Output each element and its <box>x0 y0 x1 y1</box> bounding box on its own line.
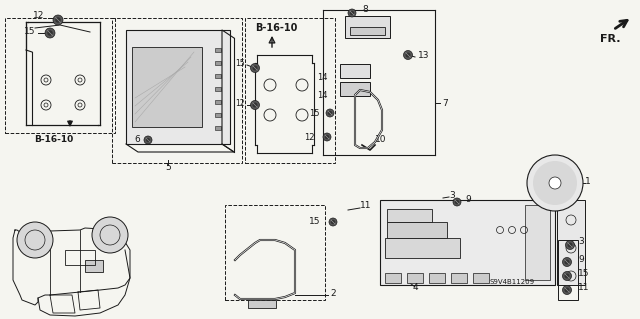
Circle shape <box>144 136 152 144</box>
Circle shape <box>250 63 259 72</box>
Text: 1: 1 <box>585 176 591 186</box>
Text: 12: 12 <box>305 132 315 142</box>
Text: B-16-10: B-16-10 <box>35 136 74 145</box>
Text: 15: 15 <box>310 108 320 117</box>
Bar <box>215 113 221 117</box>
Bar <box>473 273 489 283</box>
Circle shape <box>17 222 53 258</box>
Text: 6: 6 <box>134 136 140 145</box>
Circle shape <box>549 177 561 189</box>
Text: 2: 2 <box>330 290 335 299</box>
Bar <box>387 222 447 238</box>
Bar <box>126 30 230 144</box>
Bar <box>557 200 585 285</box>
Circle shape <box>564 273 570 278</box>
Bar <box>387 209 432 222</box>
Circle shape <box>331 220 335 224</box>
Text: 15: 15 <box>578 270 589 278</box>
Circle shape <box>568 242 572 248</box>
Circle shape <box>403 50 413 60</box>
Circle shape <box>563 271 572 280</box>
Circle shape <box>146 138 150 142</box>
Text: 5: 5 <box>165 164 171 173</box>
Circle shape <box>350 11 354 15</box>
Text: 9: 9 <box>578 256 584 264</box>
Bar <box>65 250 95 265</box>
Bar <box>112 18 242 163</box>
Bar <box>245 18 335 163</box>
Bar <box>132 47 202 127</box>
Bar <box>407 273 423 283</box>
Circle shape <box>564 260 570 264</box>
Circle shape <box>326 109 334 117</box>
Bar <box>5 18 115 133</box>
Text: 11: 11 <box>578 284 589 293</box>
Bar <box>525 205 550 280</box>
Bar <box>225 205 325 300</box>
Text: FR.: FR. <box>600 34 621 44</box>
Text: 7: 7 <box>442 99 448 108</box>
Bar <box>215 100 221 104</box>
Bar <box>215 61 221 65</box>
Bar <box>429 273 445 283</box>
Circle shape <box>406 53 410 57</box>
Bar <box>340 82 370 96</box>
Circle shape <box>564 287 570 293</box>
Circle shape <box>253 102 257 108</box>
Circle shape <box>55 17 61 23</box>
Bar <box>215 87 221 91</box>
Circle shape <box>323 133 331 141</box>
Text: 11: 11 <box>360 201 371 210</box>
Text: 15: 15 <box>236 58 245 68</box>
Bar <box>380 200 555 285</box>
Bar <box>385 273 401 283</box>
Circle shape <box>253 65 257 70</box>
Circle shape <box>92 217 128 253</box>
Text: B-16-10: B-16-10 <box>255 23 298 33</box>
Text: 9: 9 <box>465 196 471 204</box>
Circle shape <box>53 15 63 25</box>
Bar <box>451 273 467 283</box>
Circle shape <box>250 100 259 109</box>
Circle shape <box>533 161 577 205</box>
Text: 10: 10 <box>375 136 387 145</box>
Circle shape <box>455 200 460 204</box>
Bar <box>558 240 578 300</box>
Circle shape <box>563 286 572 294</box>
Circle shape <box>329 218 337 226</box>
Circle shape <box>328 111 332 115</box>
Text: 3: 3 <box>578 238 584 247</box>
Text: 12: 12 <box>236 99 245 108</box>
Text: S9V4B11209: S9V4B11209 <box>490 279 535 285</box>
Text: 14: 14 <box>317 73 328 83</box>
Bar <box>340 64 370 78</box>
Bar <box>345 16 390 38</box>
Text: 15: 15 <box>24 26 35 35</box>
Bar <box>350 27 385 35</box>
Circle shape <box>453 198 461 206</box>
Text: 15: 15 <box>308 218 320 226</box>
Circle shape <box>325 135 329 139</box>
Bar <box>385 238 460 258</box>
Text: 13: 13 <box>418 50 429 60</box>
Circle shape <box>47 30 52 36</box>
Text: 8: 8 <box>362 4 368 13</box>
Bar <box>85 260 103 272</box>
Bar <box>215 74 221 78</box>
Text: 14: 14 <box>317 91 328 100</box>
Circle shape <box>348 9 356 17</box>
Text: 12: 12 <box>33 11 44 20</box>
Bar <box>215 126 221 130</box>
Circle shape <box>563 257 572 266</box>
Circle shape <box>566 241 575 249</box>
Bar <box>215 48 221 52</box>
Bar <box>248 300 276 308</box>
Text: 4: 4 <box>412 284 418 293</box>
Circle shape <box>527 155 583 211</box>
Circle shape <box>45 28 55 38</box>
Text: 3: 3 <box>449 190 455 199</box>
